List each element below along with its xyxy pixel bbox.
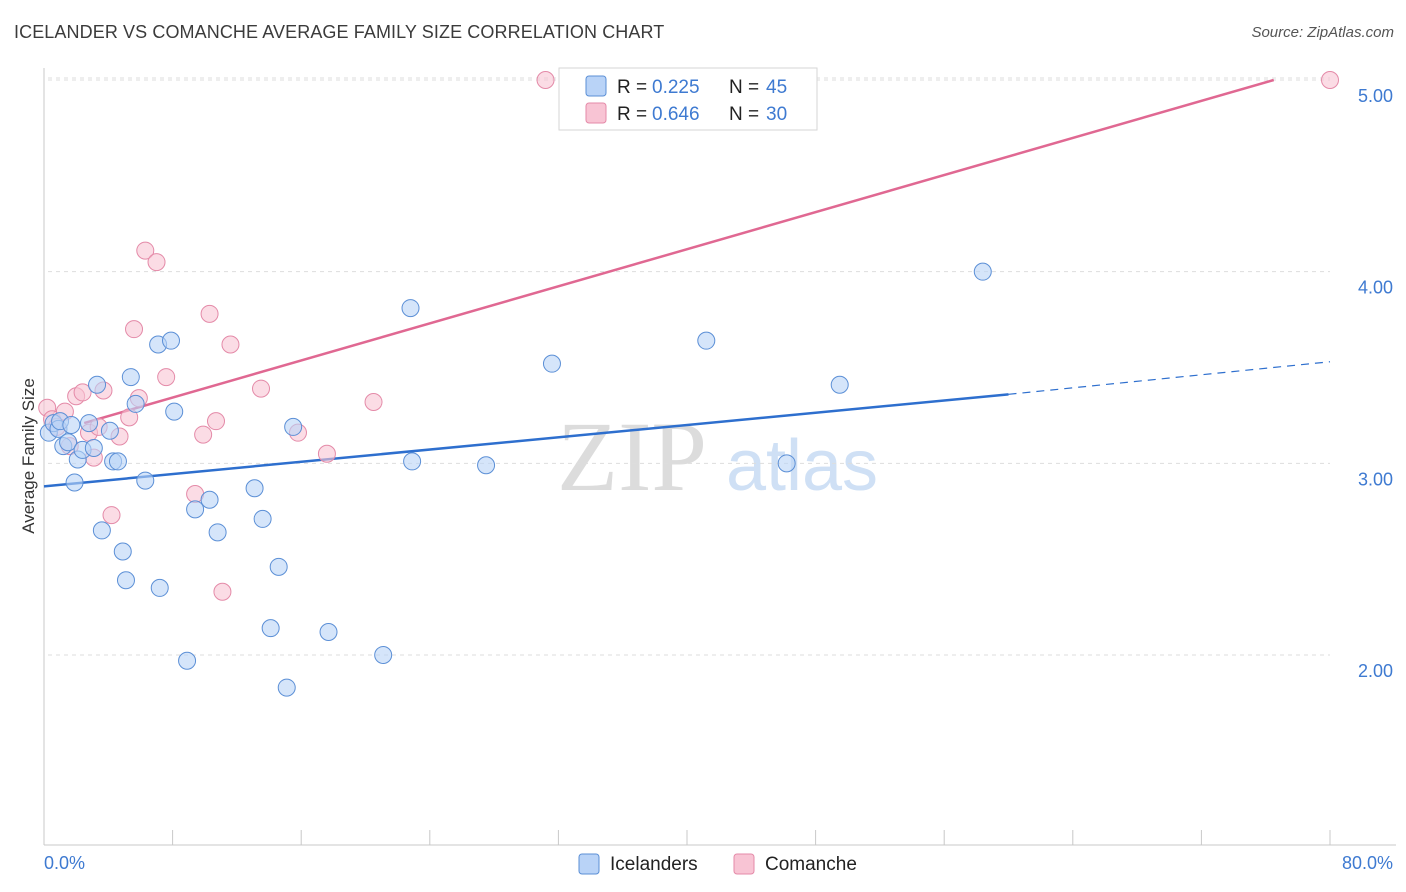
point-comanche [147,253,166,272]
point-comanche [1321,71,1339,89]
point-icelanders [161,331,180,350]
point-comanche [125,320,144,339]
point-comanche [136,241,155,260]
point-comanche [536,71,555,89]
point-icelanders [542,354,561,373]
point-comanche [194,425,213,444]
x-tick-label-min: 0.0% [44,853,85,873]
point-comanche [102,506,121,525]
point-comanche [207,412,226,431]
point-comanche [157,368,176,387]
trend-line-icelanders [43,393,1009,488]
point-icelanders [165,402,184,421]
legend-r-value-icelanders: 0.225 [652,77,700,98]
point-icelanders [65,473,84,492]
x-tick-label-max: 80.0% [1342,853,1393,873]
correlation-legend: R = 0.225 N = 45 R = 0.646 N = 30 [558,67,818,131]
point-icelanders [245,479,264,498]
point-icelanders [88,375,107,394]
point-icelanders [121,368,140,387]
point-icelanders [126,394,145,413]
watermark: ZIP atlas [557,401,878,512]
point-icelanders [253,509,272,528]
trend-lines [43,78,1331,488]
point-icelanders [178,651,197,670]
watermark-atlas: atlas [726,426,878,506]
point-comanche [317,444,336,463]
point-icelanders [62,416,81,434]
point-comanche [364,393,383,411]
point-icelanders [374,646,393,664]
point-icelanders [261,619,280,638]
y-tick-label: 3.00 [1358,469,1393,489]
x-ticks [43,830,1331,845]
legend-swatch-comanche [585,102,607,124]
trend-line-comanche [83,78,1275,425]
point-icelanders [84,439,103,457]
legend-n-label-icelanders: N = [729,77,759,98]
data-points [38,71,1339,697]
point-icelanders [477,456,496,475]
y-tick-labels: 2.00 3.00 4.00 5.00 [1358,86,1393,681]
bottom-legend-label-icelanders: Icelanders [610,854,698,875]
point-comanche [200,304,219,323]
bottom-legend-label-comanche: Comanche [765,854,857,875]
point-icelanders [830,375,849,394]
point-icelanders [284,417,303,436]
point-icelanders [697,331,716,350]
point-comanche [73,383,92,402]
legend-r-label-comanche: R = [617,104,647,125]
point-comanche [213,582,232,601]
point-icelanders [108,452,127,471]
series-legend: Icelanders Comanche [578,853,857,875]
point-comanche [221,335,240,354]
legend-swatch-icelanders [585,75,607,97]
point-icelanders [269,557,288,576]
point-icelanders [116,571,135,590]
point-icelanders [136,471,155,490]
point-icelanders [92,521,111,540]
y-tick-label: 4.00 [1358,278,1393,298]
bottom-legend-swatch-icelanders [578,853,600,875]
point-icelanders [401,299,420,318]
point-icelanders [200,490,219,509]
legend-r-label-icelanders: R = [617,77,647,98]
chart-title: ICELANDER VS COMANCHE AVERAGE FAMILY SIZ… [14,22,665,42]
point-icelanders [113,542,132,561]
point-icelanders [208,523,227,542]
point-icelanders [777,454,796,473]
point-icelanders [277,678,296,697]
legend-r-value-comanche: 0.646 [652,104,700,125]
y-axis-title: Average Family Size [19,378,38,534]
point-comanche [252,379,271,398]
legend-n-value-comanche: 30 [766,104,787,125]
point-icelanders [186,500,205,519]
point-icelanders [973,262,992,281]
point-icelanders [403,452,422,471]
trend-line-icelanders-extension [1008,361,1331,395]
point-icelanders [59,433,78,452]
legend-n-label-comanche: N = [729,104,759,125]
point-icelanders [80,414,99,433]
point-icelanders [100,421,119,440]
source-label: Source: ZipAtlas.com [1251,24,1394,41]
y-tick-label: 5.00 [1358,86,1393,106]
gridlines [48,77,1330,656]
point-icelanders [150,578,169,597]
bottom-legend-swatch-comanche [733,853,755,875]
legend-n-value-icelanders: 45 [766,77,787,98]
y-tick-label: 2.00 [1358,661,1393,681]
watermark-zip: ZIP [557,401,707,512]
point-icelanders [319,623,338,641]
